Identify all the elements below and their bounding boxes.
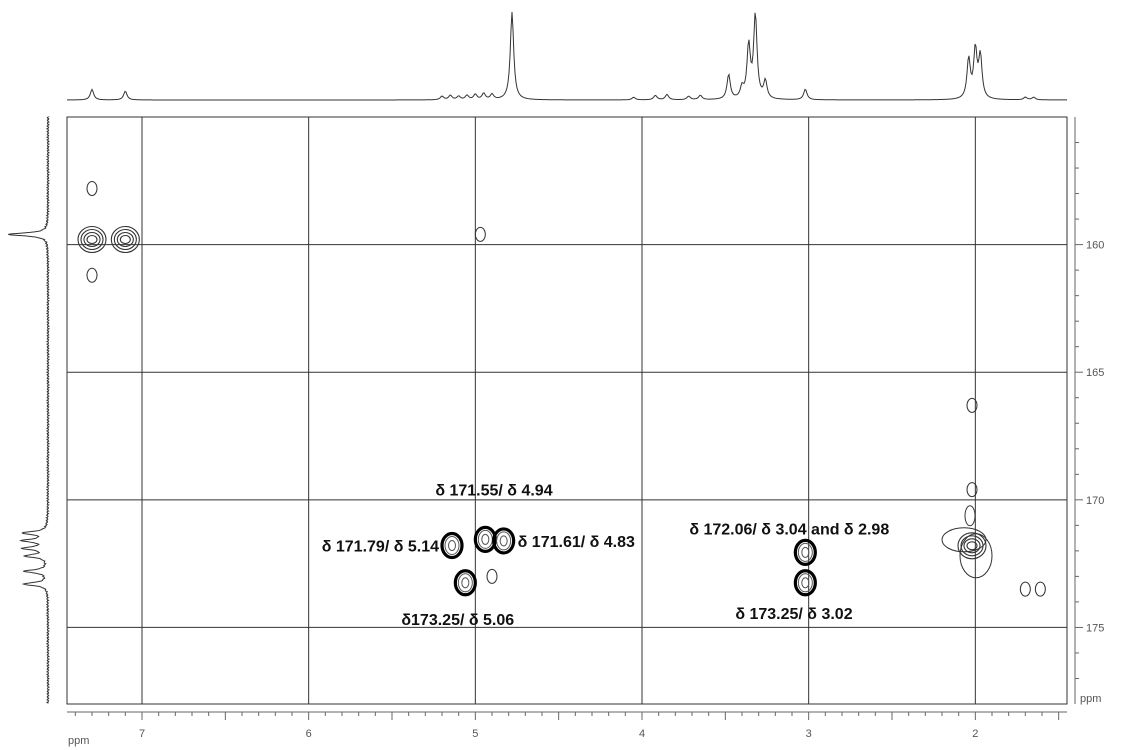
contour-peak	[86, 267, 98, 283]
contour-peak	[966, 397, 978, 413]
contour-peak	[113, 228, 137, 251]
contour-peak	[77, 225, 107, 254]
y-tick-label: 170	[1086, 495, 1104, 507]
contour-peak	[1019, 581, 1031, 597]
peak-annotation: δ 171.55/ δ 4.94	[435, 482, 552, 499]
contour-peak	[481, 533, 490, 545]
contour-peak	[797, 542, 813, 562]
peak-annotation: δ 172.06/ δ 3.04 and δ 2.98	[689, 521, 889, 538]
contour-peak	[474, 226, 486, 242]
contour-peak	[959, 533, 993, 579]
contour-peak	[941, 527, 987, 553]
contour-peak	[801, 546, 810, 558]
proton-spectrum-line	[66, 11, 1067, 101]
x-tick-label: 7	[139, 728, 145, 740]
marked-peak-circle	[793, 569, 817, 597]
x-tick-label: 2	[972, 728, 978, 740]
carbon-projection	[8, 116, 51, 704]
contour-peak	[486, 568, 498, 584]
contour-peaks	[77, 180, 1046, 597]
x-tick-label: 3	[806, 728, 812, 740]
x-tick-label: 4	[639, 728, 645, 740]
contour-peak	[110, 225, 140, 254]
contour-peak	[496, 531, 512, 551]
contour-peak	[964, 505, 976, 527]
contour-peak	[86, 180, 98, 196]
contour-peak	[83, 231, 101, 248]
contour-peak	[444, 536, 460, 556]
marked-peak-circle	[492, 527, 516, 555]
contour-peak	[448, 540, 456, 552]
contour-peak	[116, 231, 134, 248]
y-axis-label: ppm	[1080, 693, 1101, 705]
marked-peak-circle	[440, 531, 464, 560]
contour-peak	[1034, 581, 1046, 597]
peak-annotation: δ 171.79/ δ 5.14	[322, 539, 439, 556]
x-axis-label: ppm	[68, 735, 89, 747]
proton-projection	[66, 11, 1067, 101]
y-tick-label: 160	[1086, 240, 1104, 252]
contour-peak	[957, 532, 987, 560]
contour-peak	[461, 577, 470, 589]
contour-peak	[966, 482, 978, 498]
y-tick-label: 165	[1086, 367, 1104, 379]
peak-annotation: δ173.25/ δ 5.06	[401, 612, 514, 629]
carbon-spectrum-line	[8, 116, 51, 704]
y-tick-label: 175	[1086, 622, 1104, 634]
x-tick-label: 5	[472, 728, 478, 740]
contour-peak	[119, 234, 131, 245]
y-axis: 160 165 170 175	[1074, 117, 1104, 704]
marked-peak-circle	[793, 538, 817, 567]
contour-peak	[457, 573, 473, 593]
contour-peak	[86, 234, 98, 245]
contour-peak	[966, 541, 978, 551]
contour-peak	[80, 228, 104, 251]
contour-peak	[801, 577, 810, 589]
x-tick-label: 6	[306, 728, 312, 740]
contour-peak	[499, 535, 508, 547]
grid	[67, 117, 1067, 704]
contour-peak	[797, 573, 813, 593]
contour-peak	[477, 529, 493, 549]
annotations: δ 171.55/ δ 4.94 δ 171.79/ δ 5.14 δ 171.61…	[322, 482, 890, 628]
x-axis: 7 6 5 4 3 2	[67, 711, 1067, 740]
plot-frame	[66, 116, 1068, 705]
contour-peak	[963, 538, 981, 554]
peak-annotation: δ 173.25/ δ 3.02	[735, 606, 852, 623]
marked-peak-circle	[453, 569, 477, 597]
peak-annotation: δ 171.61/ δ 4.83	[518, 534, 635, 551]
